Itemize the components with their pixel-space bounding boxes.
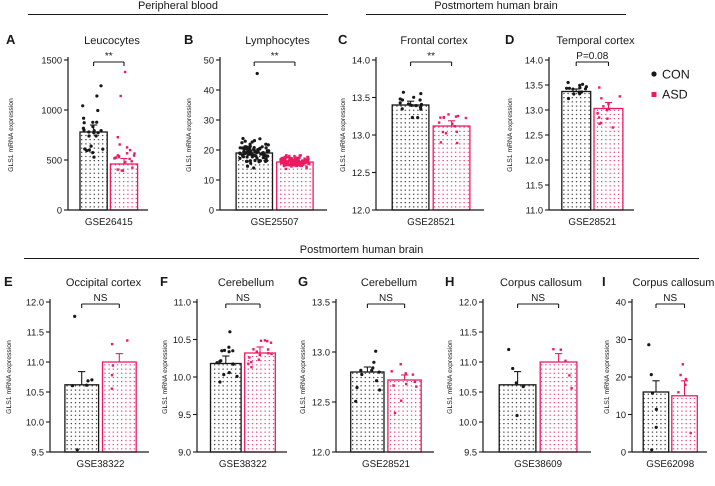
svg-text:Corpus callosum: Corpus callosum xyxy=(500,277,582,289)
svg-text:40: 40 xyxy=(204,85,214,95)
svg-text:13.5: 13.5 xyxy=(525,80,543,90)
svg-text:11.5: 11.5 xyxy=(27,327,44,337)
svg-text:GLS1 mRNA expression: GLS1 mRNA expression xyxy=(340,98,347,172)
svg-text:GSE28521: GSE28521 xyxy=(568,217,616,228)
svg-text:A: A xyxy=(6,32,16,47)
svg-text:GLS1 mRNA expression: GLS1 mRNA expression xyxy=(162,340,169,414)
svg-text:GLS1 mRNA expression: GLS1 mRNA expression xyxy=(604,340,611,414)
svg-text:12.0: 12.0 xyxy=(459,297,477,307)
svg-text:11.5: 11.5 xyxy=(460,327,477,337)
svg-text:11.0: 11.0 xyxy=(460,357,477,367)
svg-text:12.0: 12.0 xyxy=(312,447,330,457)
svg-text:GSE28521: GSE28521 xyxy=(362,459,410,470)
svg-text:12.0: 12.0 xyxy=(26,297,44,307)
svg-text:GSE38322: GSE38322 xyxy=(219,459,267,470)
svg-text:10.5: 10.5 xyxy=(26,387,44,397)
svg-text:**: ** xyxy=(271,51,279,62)
svg-text:Frontal cortex: Frontal cortex xyxy=(400,35,468,47)
svg-text:9.0: 9.0 xyxy=(178,447,191,457)
svg-text:11.0: 11.0 xyxy=(27,357,44,367)
svg-text:Lymphocytes: Lymphocytes xyxy=(245,35,310,47)
svg-text:GLS1 mRNA expression: GLS1 mRNA expression xyxy=(186,98,193,172)
svg-text:10: 10 xyxy=(616,410,626,420)
svg-text:13.0: 13.0 xyxy=(525,105,543,115)
svg-text:13.5: 13.5 xyxy=(352,93,370,103)
svg-text:I: I xyxy=(602,274,606,289)
svg-text:Occipital cortex: Occipital cortex xyxy=(66,277,142,289)
svg-text:C: C xyxy=(338,32,348,47)
svg-text:13.0: 13.0 xyxy=(312,347,330,357)
svg-text:9.5: 9.5 xyxy=(31,447,44,457)
svg-text:D: D xyxy=(505,32,514,47)
svg-text:10.5: 10.5 xyxy=(173,335,191,345)
svg-text:10.0: 10.0 xyxy=(459,417,477,427)
svg-text:0: 0 xyxy=(209,205,214,215)
svg-text:14.0: 14.0 xyxy=(352,55,370,65)
svg-text:**: ** xyxy=(105,51,113,62)
svg-text:11.0: 11.0 xyxy=(174,297,191,307)
svg-text:GSE62098: GSE62098 xyxy=(646,459,694,470)
svg-text:Corpus callosum: Corpus callosum xyxy=(633,277,715,289)
svg-text:0: 0 xyxy=(57,205,62,215)
svg-text:NS: NS xyxy=(663,293,677,304)
svg-text:12.0: 12.0 xyxy=(525,155,543,165)
svg-text:GSE25507: GSE25507 xyxy=(251,217,299,228)
svg-text:12.5: 12.5 xyxy=(352,168,370,178)
svg-text:Cerebellum: Cerebellum xyxy=(361,277,417,289)
svg-text:GSE28521: GSE28521 xyxy=(407,217,455,228)
svg-text:11.0: 11.0 xyxy=(526,205,543,215)
svg-text:11.5: 11.5 xyxy=(526,180,543,190)
svg-text:10.5: 10.5 xyxy=(459,387,477,397)
svg-text:Cerebellum: Cerebellum xyxy=(218,277,274,289)
svg-text:1500: 1500 xyxy=(41,55,62,65)
svg-text:GSE26415: GSE26415 xyxy=(85,217,133,228)
svg-text:12.5: 12.5 xyxy=(312,397,330,407)
svg-text:GSE38322: GSE38322 xyxy=(77,459,125,470)
svg-text:9.5: 9.5 xyxy=(464,447,477,457)
svg-text:20: 20 xyxy=(204,145,214,155)
svg-text:20: 20 xyxy=(616,372,626,382)
svg-text:30: 30 xyxy=(204,115,214,125)
svg-text:9.5: 9.5 xyxy=(178,410,191,420)
svg-text:13.5: 13.5 xyxy=(312,297,330,307)
svg-text:GSE38609: GSE38609 xyxy=(514,459,562,470)
svg-text:GLS1 mRNA expression: GLS1 mRNA expression xyxy=(8,98,15,172)
svg-text:NS: NS xyxy=(94,293,108,304)
svg-text:GLS1 mRNA expression: GLS1 mRNA expression xyxy=(447,340,454,414)
svg-text:CON: CON xyxy=(662,67,690,81)
svg-text:40: 40 xyxy=(616,297,626,307)
svg-text:B: B xyxy=(184,32,193,47)
svg-text:14.0: 14.0 xyxy=(525,55,543,65)
svg-text:10: 10 xyxy=(204,175,214,185)
svg-text:GLS1 mRNA expression: GLS1 mRNA expression xyxy=(300,340,307,414)
svg-text:ASD: ASD xyxy=(662,87,688,101)
svg-text:500: 500 xyxy=(46,155,62,165)
svg-text:12.5: 12.5 xyxy=(525,130,543,140)
svg-text:NS: NS xyxy=(379,293,393,304)
svg-text:Temporal cortex: Temporal cortex xyxy=(556,35,635,47)
svg-text:NS: NS xyxy=(531,293,545,304)
svg-text:50: 50 xyxy=(204,55,214,65)
svg-text:P=0.08: P=0.08 xyxy=(576,51,608,62)
svg-text:13.0: 13.0 xyxy=(352,130,370,140)
svg-text:12.0: 12.0 xyxy=(352,205,370,215)
svg-text:30: 30 xyxy=(616,335,626,345)
svg-text:H: H xyxy=(445,274,454,289)
svg-text:1000: 1000 xyxy=(41,105,62,115)
svg-text:E: E xyxy=(4,274,13,289)
svg-text:**: ** xyxy=(427,51,435,62)
svg-text:10.0: 10.0 xyxy=(26,417,44,427)
svg-text:NS: NS xyxy=(236,293,250,304)
svg-text:GLS1 mRNA expression: GLS1 mRNA expression xyxy=(6,340,13,414)
svg-text:F: F xyxy=(160,274,168,289)
svg-text:G: G xyxy=(298,274,308,289)
svg-text:Leucocytes: Leucocytes xyxy=(84,35,140,47)
svg-text:GLS1 mRNA expression: GLS1 mRNA expression xyxy=(507,98,514,172)
svg-text:0: 0 xyxy=(621,447,626,457)
svg-text:10.0: 10.0 xyxy=(173,372,191,382)
